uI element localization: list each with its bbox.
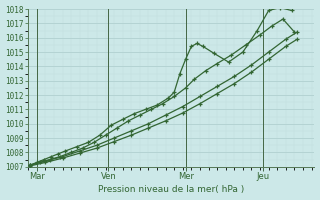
X-axis label: Pression niveau de la mer( hPa ): Pression niveau de la mer( hPa )	[98, 185, 244, 194]
